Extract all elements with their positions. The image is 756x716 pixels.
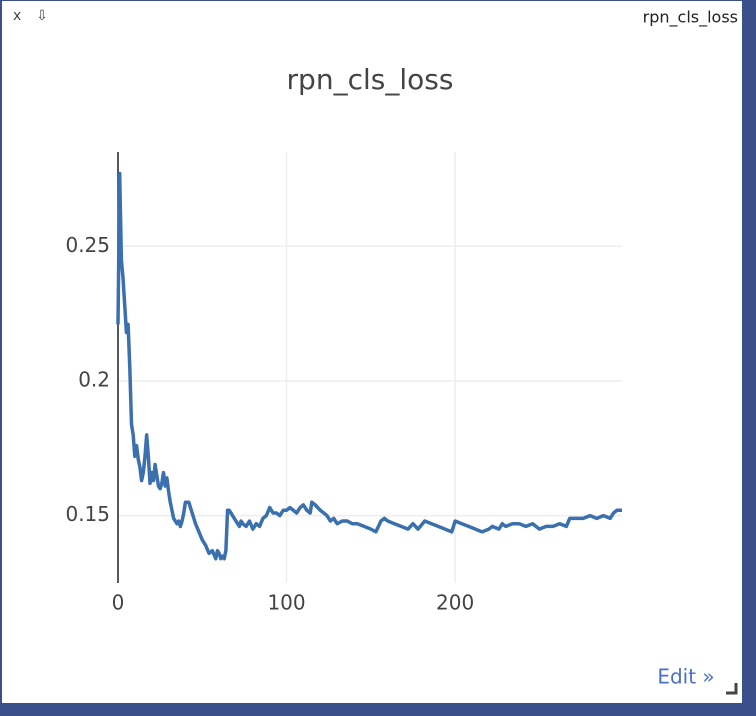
edit-link[interactable]: Edit » [657,665,714,689]
x-tick-label: 200 [436,591,474,615]
resize-handle[interactable] [726,683,738,695]
window: x ⇩ rpn_cls_loss rpn_cls_loss Edit » 0.1… [2,1,742,703]
download-button[interactable]: ⇩ [36,8,48,24]
x-tick-label: 100 [267,591,305,615]
chart: x ⇩ rpn_cls_loss rpn_cls_loss Edit » 0.1… [13,8,738,695]
close-button[interactable]: x [13,8,21,24]
window-title: rpn_cls_loss [643,8,738,28]
y-tick-label: 0.2 [78,367,110,391]
chart-title: rpn_cls_loss [287,63,454,96]
y-tick-label: 0.25 [65,233,110,257]
data-line [116,171,622,561]
x-tick-label: 0 [112,591,125,615]
y-tick-label: 0.15 [65,502,110,526]
